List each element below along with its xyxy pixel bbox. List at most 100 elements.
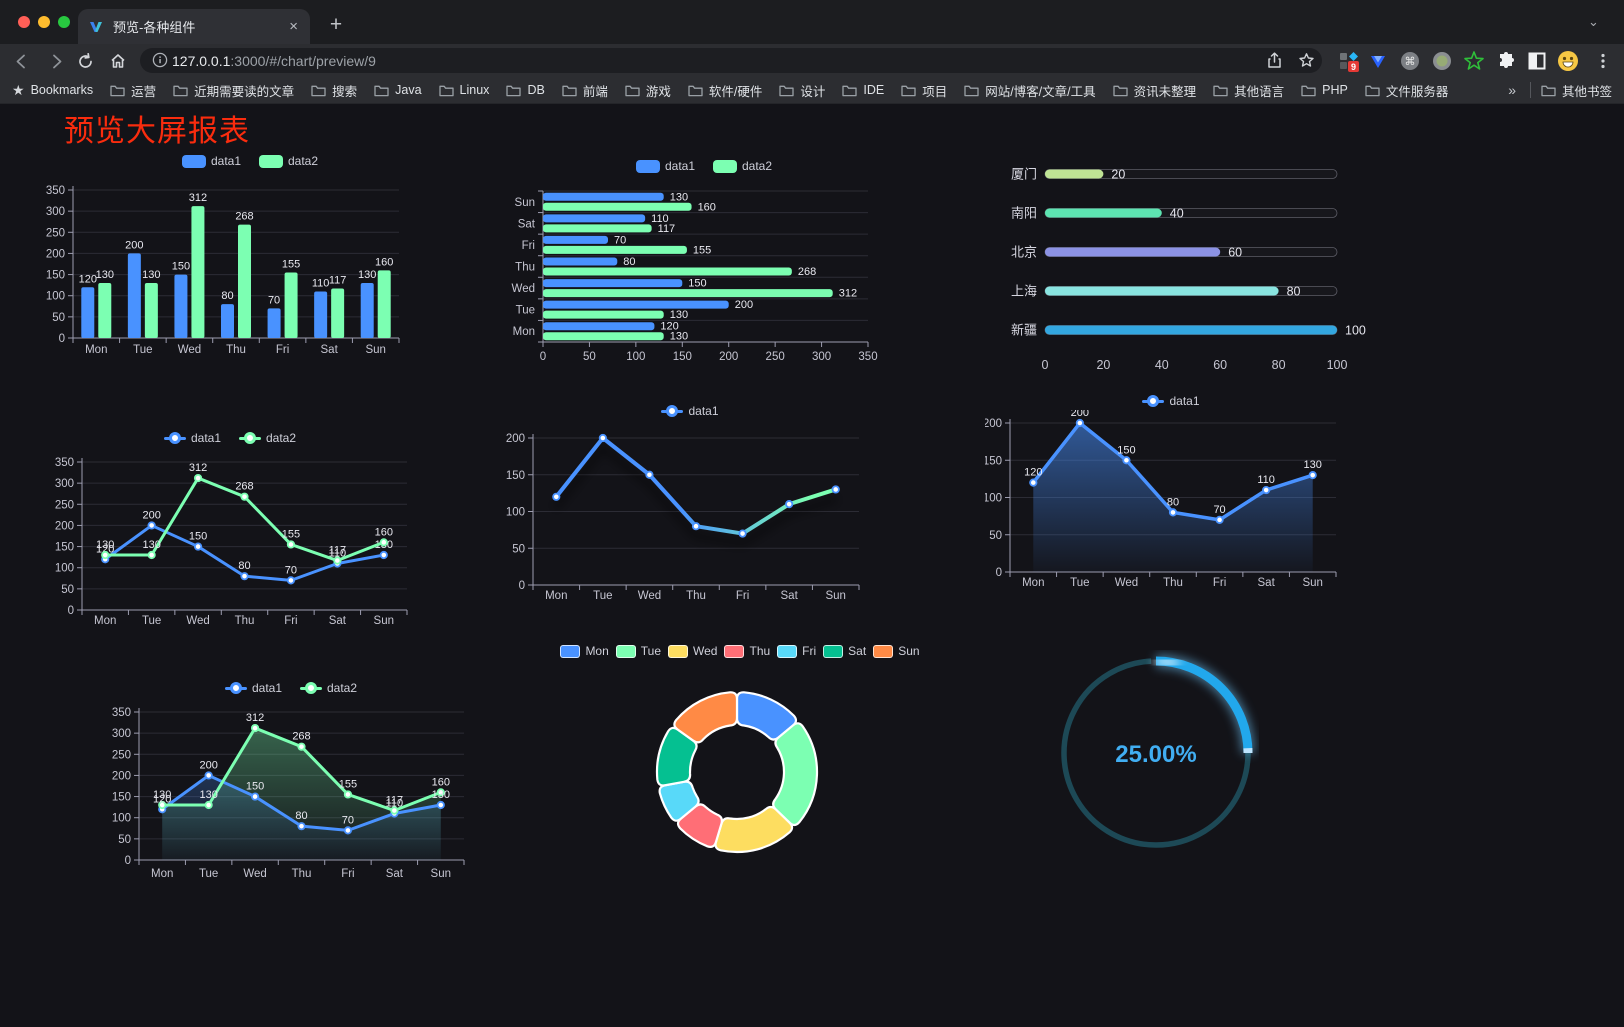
svg-text:100: 100: [985, 493, 1002, 505]
legend-label: data2: [288, 154, 319, 168]
bookmark-star-icon[interactable]: [1298, 52, 1315, 69]
legend-item[interactable]: Sat: [823, 644, 866, 658]
svg-text:Wed: Wed: [243, 868, 266, 880]
svg-text:Thu: Thu: [515, 262, 535, 274]
line-area-canvas[interactable]: 0 50 100 150 200 250 300 350 Mon Tue Wed Thu Fri Sat S…: [105, 701, 477, 887]
bar-canvas[interactable]: 0 50 100 150 200 250 300 350 Mon Tue Wed Thu Fri Sat S…: [40, 174, 460, 365]
back-icon[interactable]: [7, 47, 35, 75]
chart-legend: data1: [505, 400, 875, 422]
bookmark-folder[interactable]: 其他语言: [1213, 81, 1284, 100]
gauge-canvas[interactable]: 25.00%: [1054, 650, 1259, 855]
zoom-window-button[interactable]: [58, 16, 70, 28]
svg-text:300: 300: [55, 478, 74, 490]
bookmark-folder[interactable]: 运营: [110, 81, 156, 100]
forward-icon[interactable]: [42, 47, 70, 75]
command-extension-icon[interactable]: ⌘: [1396, 47, 1424, 75]
bookmark-folder[interactable]: 游戏: [625, 81, 671, 100]
bookmark-folder[interactable]: 软件/硬件: [688, 81, 762, 100]
bookmarks-manager-item[interactable]: ★ Bookmarks: [12, 82, 93, 99]
legend-item[interactable]: data2: [713, 159, 772, 173]
legend-item[interactable]: data1: [224, 681, 282, 695]
svg-text:117: 117: [329, 545, 347, 557]
bookmark-folder[interactable]: 近期需要读的文章: [173, 81, 294, 100]
legend-label: data1: [688, 404, 719, 418]
new-tab-button[interactable]: +: [329, 13, 343, 36]
legend-item[interactable]: Thu: [724, 644, 770, 658]
star-extension-icon[interactable]: [1460, 47, 1488, 75]
minimize-window-button[interactable]: [38, 16, 50, 28]
svg-text:Sat: Sat: [329, 615, 347, 627]
puzzle-extensions-icon[interactable]: [1492, 47, 1520, 75]
legend-label: data2: [266, 431, 297, 445]
bookmark-folder[interactable]: 前端: [562, 81, 608, 100]
legend-item[interactable]: Sun: [873, 644, 920, 658]
legend-item[interactable]: data2: [239, 431, 296, 445]
legend-item[interactable]: data2: [259, 154, 318, 168]
legend-marker: [300, 681, 322, 695]
proxy-extension-icon[interactable]: 9: [1335, 47, 1363, 75]
legend-item[interactable]: data1: [163, 431, 221, 445]
profile-avatar[interactable]: [1554, 47, 1582, 75]
legend-item[interactable]: data2: [300, 681, 357, 695]
svg-text:130: 130: [670, 191, 688, 203]
svg-text:Thu: Thu: [292, 868, 312, 880]
browser-tab[interactable]: 预览-各种组件 ×: [78, 9, 310, 44]
folder-icon: [374, 85, 389, 96]
tab-close-icon[interactable]: ×: [289, 18, 298, 35]
bookmark-folder[interactable]: 项目: [901, 81, 947, 100]
bookmark-folder[interactable]: 设计: [779, 81, 825, 100]
progress-canvas[interactable]: 厦门 20 南阳 40 北京 60 上海 80 新疆 100 0 20 40 60 80 100: [985, 158, 1383, 380]
share-icon[interactable]: [1266, 52, 1283, 69]
bookmark-label: 项目: [922, 84, 948, 99]
legend-item[interactable]: Wed: [668, 644, 717, 658]
bookmark-folder[interactable]: DB: [506, 83, 545, 97]
legend-marker: [1142, 394, 1165, 408]
bookmark-folder[interactable]: 搜索: [311, 81, 357, 100]
bookmark-folder[interactable]: Java: [374, 83, 422, 97]
address-bar[interactable]: 127.0.0.1:3000/#/chart/preview/9: [140, 48, 1322, 73]
legend-item[interactable]: Tue: [615, 644, 661, 658]
line-canvas[interactable]: 0 50 100 150 200 250 300 350 Mon Tue Wed Thu Fri Sat S…: [45, 449, 415, 634]
other-bookmarks-folder[interactable]: 其他书签: [1541, 81, 1612, 100]
tab-search-chevron-icon[interactable]: ⌄: [1588, 14, 1599, 29]
bookmark-folder[interactable]: 文件服务器: [1365, 81, 1448, 100]
area-canvas[interactable]: 0 50 100 150 200 Mon Tue Wed Thu Fri Sat Sun 120 200 1…: [985, 410, 1357, 596]
reload-icon[interactable]: [71, 47, 99, 75]
bookmark-folder[interactable]: PHP: [1301, 83, 1348, 97]
legend-item[interactable]: data1: [1142, 394, 1200, 408]
bookmark-folder[interactable]: Linux: [438, 83, 490, 97]
bookmark-folder[interactable]: 网站/博客/文章/工具: [964, 81, 1096, 100]
darkmode-extension-icon[interactable]: [1523, 47, 1551, 75]
svg-text:Mon: Mon: [94, 615, 116, 627]
bookmark-folder[interactable]: IDE: [842, 83, 884, 97]
folder-icon: [506, 85, 522, 96]
legend-label: data1: [664, 159, 695, 173]
devtools-gem-extension-icon[interactable]: [1364, 47, 1392, 75]
home-icon[interactable]: [104, 47, 132, 75]
legend-item[interactable]: Fri: [777, 644, 816, 658]
close-window-button[interactable]: [18, 16, 30, 28]
svg-text:312: 312: [189, 462, 207, 474]
bookmark-folder[interactable]: 资讯未整理: [1112, 81, 1196, 100]
svg-text:110: 110: [386, 797, 404, 809]
legend-item[interactable]: data1: [661, 404, 719, 418]
pie-canvas[interactable]: [545, 664, 935, 880]
site-info-icon[interactable]: [152, 52, 168, 68]
adblock-extension-icon[interactable]: [1428, 47, 1456, 75]
svg-text:Wed: Wed: [178, 344, 201, 356]
bookmarks-overflow-chevron[interactable]: »: [1508, 82, 1516, 98]
legend-item[interactable]: data1: [181, 154, 241, 168]
svg-text:117: 117: [386, 795, 404, 807]
svg-text:250: 250: [55, 499, 74, 511]
line-gradient-canvas[interactable]: 0 50 100 150 200 Mon Tue Wed Thu Fri Sat Sun: [505, 422, 875, 608]
legend-item[interactable]: data1: [635, 159, 695, 173]
menu-kebab-icon[interactable]: [1589, 47, 1617, 75]
svg-text:80: 80: [1272, 358, 1286, 372]
bookmark-label: Linux: [459, 83, 490, 97]
svg-text:Sun: Sun: [515, 197, 535, 209]
bookmarks-bar: ★ Bookmarks 运营 近期需要读的文章 搜索 Java Linux DB 前端 游戏 软…: [0, 77, 1624, 104]
legend-item[interactable]: Mon: [560, 644, 609, 658]
bookmarks-label: Bookmarks: [30, 83, 94, 97]
chart-legend: data1: [985, 390, 1357, 412]
